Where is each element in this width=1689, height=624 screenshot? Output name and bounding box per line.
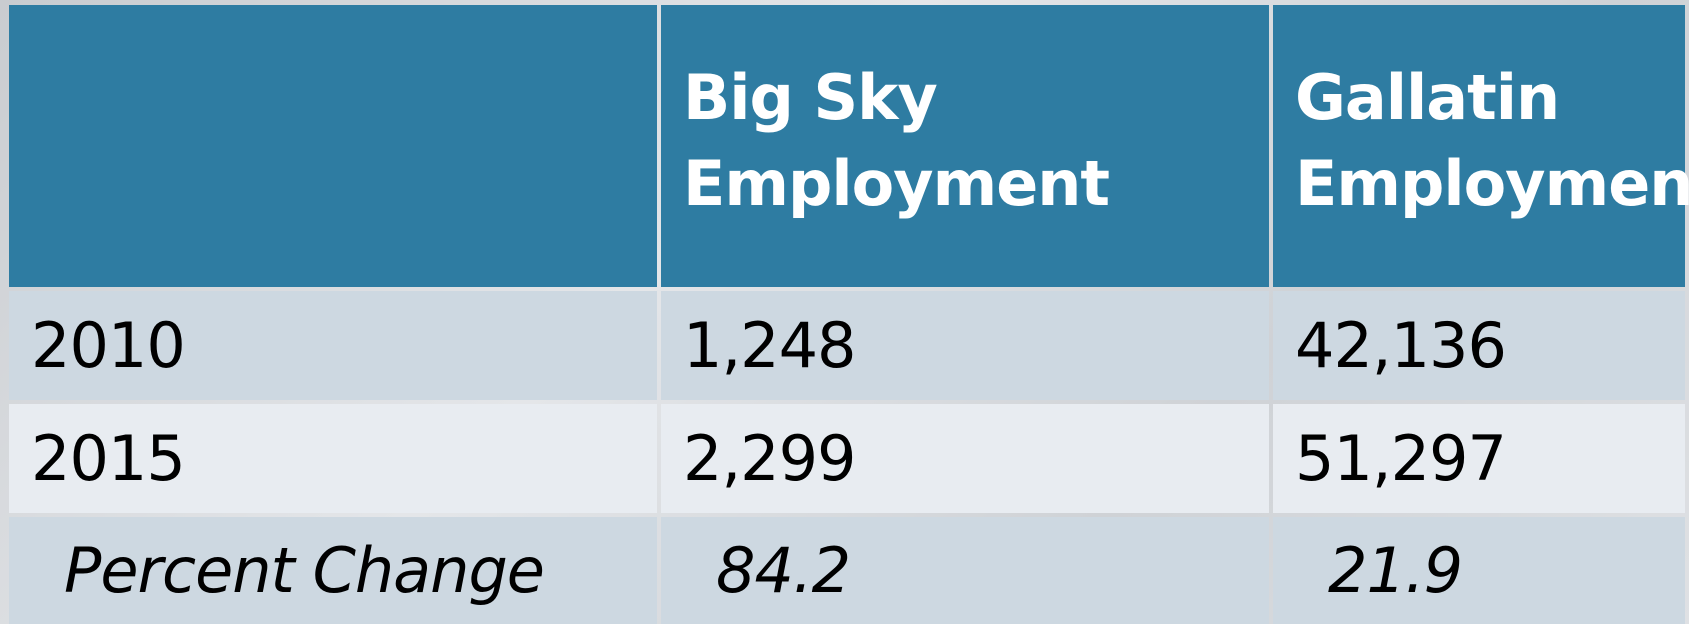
table-cell: 2010: [9, 291, 657, 400]
header-cell: [9, 5, 657, 287]
table-cell: 2,299: [661, 404, 1269, 513]
header-cell: Gallatin Employment: [1273, 5, 1689, 287]
header-cell: Big Sky Employment: [661, 5, 1269, 287]
table-cell: 51,297: [1273, 404, 1685, 513]
table-cell: 21.9: [1273, 517, 1685, 624]
table-cell: 84.2: [661, 517, 1269, 624]
header-text: Big Sky Employment: [683, 61, 1110, 220]
table-cell: 1,248: [661, 291, 1269, 400]
table-cell: 2015: [9, 404, 657, 513]
table: Big Sky Employment Gallatin Employment 201…: [9, 5, 1689, 624]
header-text: Gallatin Employment: [1295, 61, 1689, 220]
table-cell: Percent Change: [9, 517, 657, 624]
table-cell: 42,136: [1273, 291, 1685, 400]
